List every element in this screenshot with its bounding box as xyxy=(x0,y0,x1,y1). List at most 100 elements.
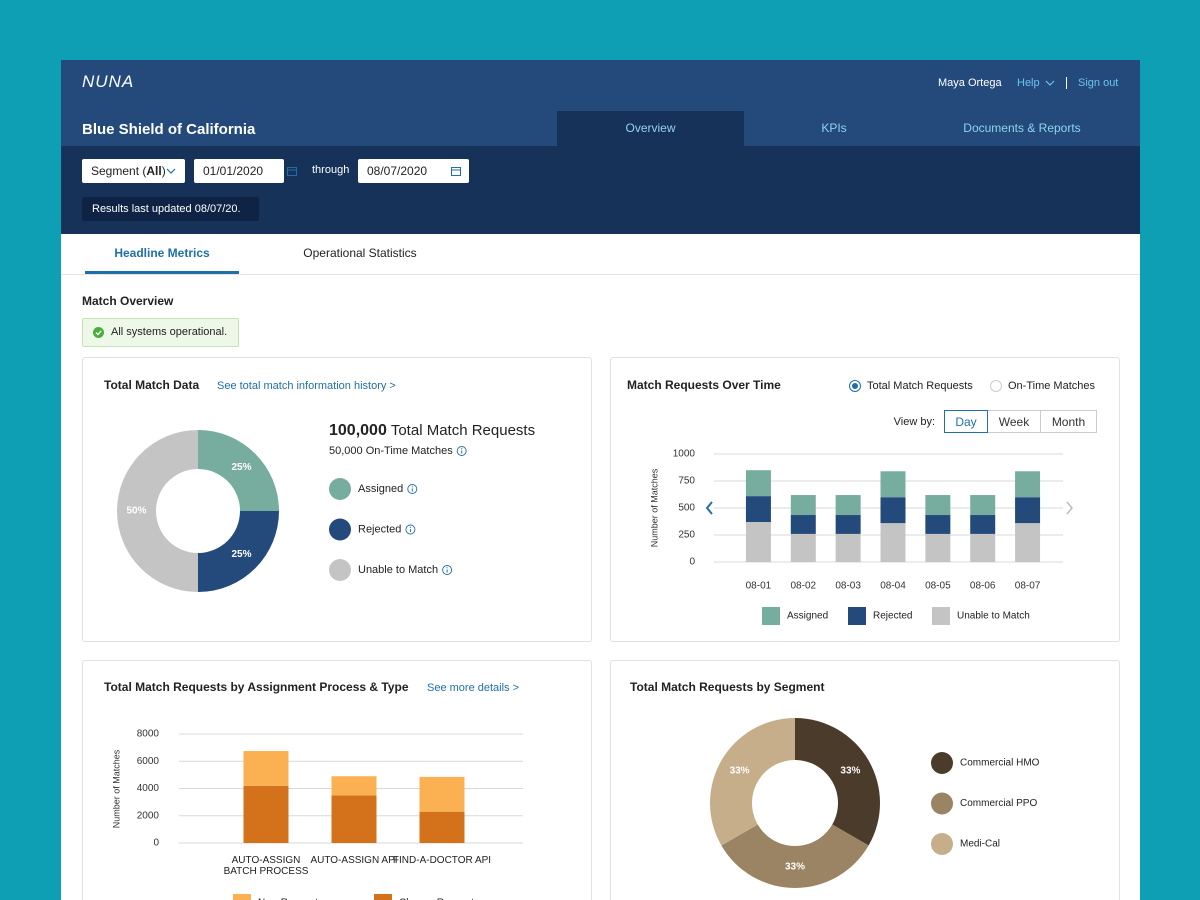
sign-out-link[interactable]: Sign out xyxy=(1078,77,1119,89)
radio[interactable] xyxy=(990,380,1002,392)
status-banner: All systems operational. xyxy=(82,318,239,347)
nav-tab[interactable]: Overview xyxy=(625,121,676,135)
bar-segment xyxy=(419,776,465,812)
legend-label: Assigned xyxy=(358,483,403,495)
info-icon-dot xyxy=(446,567,448,569)
bar-segment xyxy=(880,471,906,498)
info-icon-dot xyxy=(461,448,463,450)
y-tick-label: 2000 xyxy=(137,810,160,821)
prev-arrow[interactable] xyxy=(705,501,713,515)
y-tick-label: 750 xyxy=(678,476,695,487)
divider xyxy=(61,274,1140,275)
radio-dot xyxy=(852,383,858,389)
card-canvas: Total Match Data See total match informa… xyxy=(104,378,535,592)
bar-segment xyxy=(835,495,861,516)
chevron xyxy=(166,168,176,174)
legend-label: Commercial HMO xyxy=(960,758,1040,769)
donut-segment xyxy=(710,718,795,846)
bar-segment xyxy=(835,533,861,562)
legend-swatch xyxy=(329,518,351,541)
legend-label: Rejected xyxy=(873,611,912,622)
user-name: Maya Ortega xyxy=(938,77,1002,89)
through-label: through xyxy=(312,164,350,176)
x-tick-label: 08-01 xyxy=(746,581,772,592)
view-button[interactable]: Month xyxy=(1040,410,1097,433)
y-tick-label: 6000 xyxy=(137,756,160,767)
donut-segment xyxy=(795,718,880,846)
bar-segment xyxy=(745,496,771,523)
x-tick-label: 08-04 xyxy=(880,581,906,592)
legend-label: Rejected xyxy=(358,523,401,535)
nav-tab[interactable]: Documents & Reports xyxy=(963,121,1081,135)
y-tick-label: 0 xyxy=(689,557,695,568)
nav-tab[interactable]: KPIs xyxy=(821,121,847,135)
date-text: 01/01/2020 xyxy=(203,164,264,178)
bar-segment xyxy=(925,515,951,534)
bar-segment xyxy=(790,515,816,534)
y-tick-label: 1000 xyxy=(673,449,696,460)
card-link[interactable]: See total match information history > xyxy=(217,380,396,392)
bar-segment xyxy=(835,515,861,534)
start-date[interactable]: 01/01/2020 xyxy=(194,159,297,183)
bar-segment xyxy=(243,751,289,786)
legend-swatch xyxy=(233,894,251,900)
card-canvas: Total Match Requests by Assignment Proce… xyxy=(104,680,523,900)
segment-select[interactable]: Segment (All) xyxy=(82,159,185,183)
segment-label: 33% xyxy=(785,862,805,873)
organization: Blue Shield of California xyxy=(82,121,256,138)
end-date[interactable]: 08/07/2020 xyxy=(358,159,469,183)
x-tick-label: 08-03 xyxy=(835,581,861,592)
bar-segment xyxy=(419,811,465,843)
total-value: 100,000 xyxy=(329,422,387,439)
legend-swatch xyxy=(931,752,953,774)
help-chevron xyxy=(1045,80,1055,86)
bar-segment xyxy=(745,522,771,562)
legend-label: Assigned xyxy=(787,611,828,622)
card: Total Match Data See total match informa… xyxy=(82,357,592,642)
calendar-icon xyxy=(451,167,461,176)
view-button[interactable]: Week xyxy=(987,410,1041,433)
subtab[interactable]: Operational Statistics xyxy=(303,246,417,260)
info-icon xyxy=(442,565,453,575)
segment-value: All xyxy=(146,164,162,178)
radio-label: On-Time Matches xyxy=(1008,380,1096,392)
x-tick-label: 08-05 xyxy=(925,581,951,592)
legend-swatch xyxy=(931,792,953,815)
card: Match Requests Over Time Total Match Req… xyxy=(610,357,1120,642)
subtab[interactable]: Headline Metrics xyxy=(114,246,210,260)
donut-segment xyxy=(198,430,279,511)
date-text: 08/07/2020 xyxy=(367,164,428,178)
view-by-label: View by: xyxy=(894,416,935,428)
bar-segment xyxy=(970,533,996,562)
next-arrow[interactable] xyxy=(1066,501,1073,515)
view-button[interactable]: Day xyxy=(944,410,988,433)
x-tick-label: 08-06 xyxy=(970,581,996,592)
y-tick-label: 500 xyxy=(678,503,695,514)
bar-segment xyxy=(331,776,377,796)
card-canvas: Total Match Requests by Segment 33% Comme… xyxy=(630,680,1040,888)
bar-segment xyxy=(745,470,771,497)
segment-prefix: Segment ( xyxy=(91,164,147,178)
legend-swatch xyxy=(848,607,866,625)
legend-swatch xyxy=(374,894,392,900)
legend-swatch xyxy=(329,478,351,500)
x-tick-label: 08-07 xyxy=(1015,581,1041,592)
bar-segment xyxy=(925,495,951,516)
bar-segment xyxy=(880,523,906,562)
bar-segment xyxy=(790,533,816,562)
y-tick-label: 4000 xyxy=(137,783,160,794)
help-link[interactable]: Help xyxy=(1017,77,1040,89)
section-title: Match Overview xyxy=(82,294,174,308)
status-text: All systems operational. xyxy=(111,326,228,338)
on-time-text: 50,000 On-Time Matches xyxy=(329,445,453,457)
segment-label: 25% xyxy=(231,462,251,473)
card-title: Total Match Requests by Segment xyxy=(630,680,824,694)
bar-segment xyxy=(970,495,996,516)
y-tick-label: 250 xyxy=(678,530,695,541)
y-tick-label: 0 xyxy=(153,838,159,849)
radio-label: Total Match Requests xyxy=(867,380,973,392)
check-icon xyxy=(93,327,104,338)
card-link[interactable]: See more details > xyxy=(427,682,519,694)
legend-label: Medi-Cal xyxy=(960,839,1000,850)
